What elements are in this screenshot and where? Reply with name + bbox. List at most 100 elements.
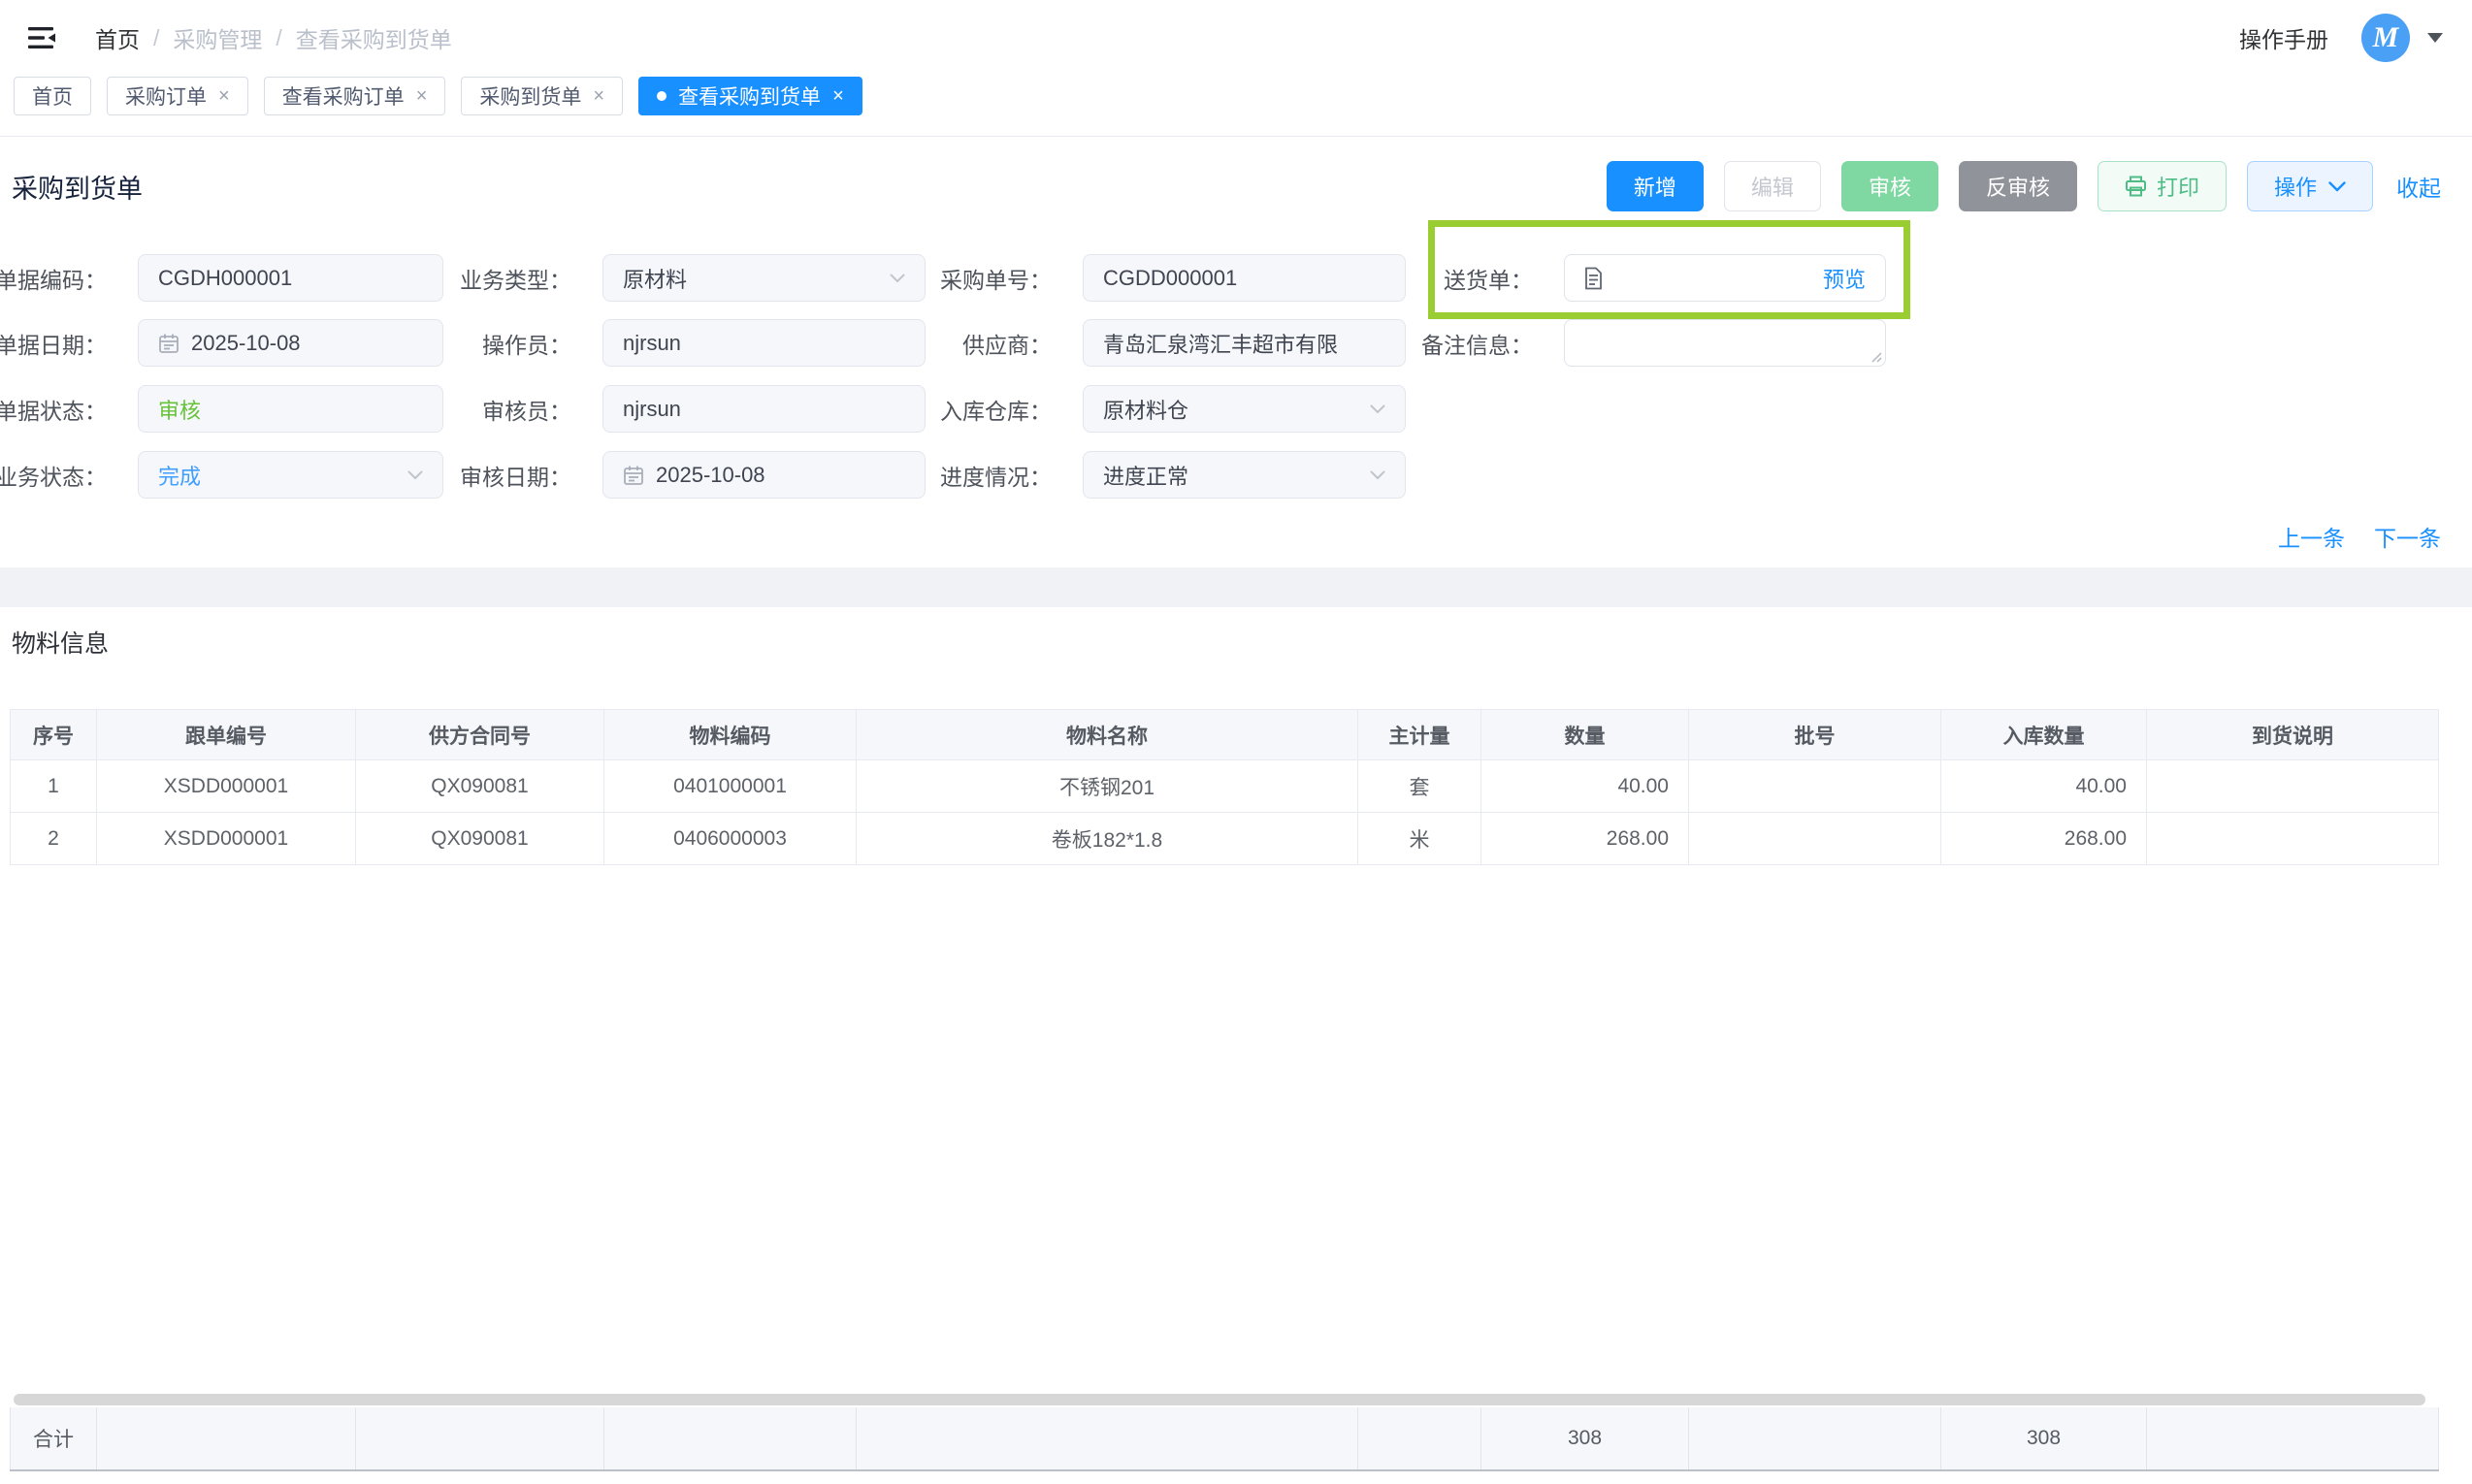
reverse-audit-button[interactable]: 反审核 <box>1958 161 2077 211</box>
add-button[interactable]: 新增 <box>1606 161 1704 211</box>
printer-icon <box>2125 176 2146 197</box>
table-summary-row: 合计 308 308 <box>10 1407 2439 1471</box>
tab-label: 查看采购订单 <box>281 86 405 109</box>
col-header-batch-no: 批号 <box>1689 709 1941 760</box>
col-header-unit: 主计量 <box>1358 709 1481 760</box>
summary-inbound-qty-total: 308 <box>1941 1407 2147 1469</box>
breadcrumb-separator: / <box>153 24 160 50</box>
tab-view-purchase-order[interactable]: 查看采购订单 × <box>263 77 446 115</box>
col-header-arrival-note: 到货说明 <box>2147 709 2439 760</box>
progress-value: 进度正常 <box>1103 464 1189 489</box>
cell-unit: 套 <box>1358 760 1481 813</box>
breadcrumb-home[interactable]: 首页 <box>95 27 140 52</box>
biz-type-select[interactable]: 原材料 <box>602 254 926 302</box>
collapse-menu-icon[interactable] <box>25 23 58 52</box>
cell-batch-no <box>1689 760 1941 813</box>
delivery-note-label: 送货单： <box>1444 267 1533 293</box>
chevron-down-icon <box>407 470 423 479</box>
audit-date-value: 2025-10-08 <box>656 462 765 487</box>
col-header-seq: 序号 <box>10 709 97 760</box>
breadcrumb: 首页 / 采购管理 / 查看采购到货单 <box>95 21 452 54</box>
tab-purchase-arrival[interactable]: 采购到货单 × <box>461 77 624 115</box>
summary-cell <box>604 1407 857 1469</box>
tab-purchase-order[interactable]: 采购订单 × <box>107 77 248 115</box>
topbar-right: 操作手册 M <box>2239 14 2443 62</box>
calendar-icon <box>159 334 179 353</box>
auditor-field[interactable]: njrsun <box>602 385 926 433</box>
warehouse-value: 原材料仓 <box>1103 398 1189 423</box>
po-no-value: CGDD000001 <box>1103 265 1238 290</box>
doc-status-field: 审核 <box>138 385 443 433</box>
cell-inbound-qty: 40.00 <box>1941 760 2147 813</box>
section-divider <box>0 567 2472 607</box>
cell-qty: 268.00 <box>1481 813 1689 865</box>
close-icon[interactable]: × <box>832 85 844 107</box>
audit-button[interactable]: 审核 <box>1840 161 1938 211</box>
summary-qty-total: 308 <box>1481 1407 1689 1469</box>
col-header-qty: 数量 <box>1481 709 1689 760</box>
warehouse-label: 入库仓库： <box>940 398 1052 424</box>
action-dropdown-button[interactable]: 操作 <box>2246 161 2373 211</box>
biz-status-label: 业务状态： <box>0 464 107 490</box>
tab-view-purchase-arrival-active[interactable]: 查看采购到货单 × <box>638 77 862 115</box>
table-row[interactable]: 1 XSDD000001 QX090081 0401000001 不锈钢201 … <box>10 760 2439 813</box>
audit-date-picker[interactable]: 2025-10-08 <box>602 451 926 499</box>
chevron-down-icon <box>1370 404 1385 413</box>
doc-code-field[interactable]: CGDH000001 <box>138 254 443 302</box>
biz-status-select[interactable]: 完成 <box>138 451 443 499</box>
breadcrumb-purchase-mgmt[interactable]: 采购管理 <box>173 27 263 52</box>
remark-textarea[interactable] <box>1564 319 1886 367</box>
cell-unit: 米 <box>1358 813 1481 865</box>
cell-material-name: 不锈钢201 <box>857 760 1358 813</box>
col-header-material-code: 物料编码 <box>604 709 857 760</box>
edit-button: 编辑 <box>1723 161 1821 211</box>
collapse-panel-link[interactable]: 收起 <box>2396 176 2441 201</box>
doc-code-label: 单据编码： <box>0 267 107 293</box>
summary-cell <box>1358 1407 1481 1469</box>
tab-label: 采购订单 <box>125 86 207 109</box>
delivery-note-field[interactable]: 预览 <box>1564 254 1886 302</box>
operator-field[interactable]: njrsun <box>602 319 926 367</box>
cell-material-code: 0401000001 <box>604 760 857 813</box>
user-menu-caret-icon[interactable] <box>2427 33 2443 43</box>
record-pager: 上一条 下一条 <box>2249 520 2441 553</box>
table-row[interactable]: 2 XSDD000001 QX090081 0406000003 卷板182*1… <box>10 813 2439 865</box>
summary-cell <box>1689 1407 1941 1469</box>
progress-label: 进度情况： <box>940 464 1052 490</box>
chevron-down-icon <box>2328 180 2346 191</box>
summary-label: 合计 <box>10 1407 97 1469</box>
summary-cell <box>2147 1407 2439 1469</box>
cell-batch-no <box>1689 813 1941 865</box>
tab-label: 查看采购到货单 <box>678 86 822 109</box>
tab-home[interactable]: 首页 <box>14 77 91 115</box>
preview-link[interactable]: 预览 <box>1822 267 1866 292</box>
print-button[interactable]: 打印 <box>2097 161 2227 211</box>
close-icon[interactable]: × <box>415 85 428 107</box>
po-no-field[interactable]: CGDD000001 <box>1083 254 1406 302</box>
avatar[interactable]: M <box>2361 14 2410 62</box>
cell-tracking-no: XSDD000001 <box>97 760 356 813</box>
biz-type-value: 原材料 <box>623 267 688 292</box>
horizontal-scrollbar <box>10 1393 2439 1406</box>
horizontal-scrollbar-thumb[interactable] <box>14 1394 2425 1405</box>
remark-label: 备注信息： <box>1421 332 1533 358</box>
doc-status-label: 单据状态： <box>0 398 107 424</box>
resize-handle-icon[interactable] <box>1870 351 1882 363</box>
prev-record-link[interactable]: 上一条 <box>2278 526 2345 551</box>
toolbar: 新增 编辑 审核 反审核 打印 操作 收起 <box>1586 161 2441 211</box>
operation-manual-link[interactable]: 操作手册 <box>2239 27 2328 52</box>
page-head: 采购到货单 新增 编辑 审核 反审核 打印 操作 收起 <box>0 138 2472 235</box>
supplier-field[interactable]: 青岛汇泉湾汇丰超市有限 <box>1083 319 1406 367</box>
close-icon[interactable]: × <box>218 85 230 107</box>
progress-select[interactable]: 进度正常 <box>1083 451 1406 499</box>
doc-date-picker[interactable]: 2025-10-08 <box>138 319 443 367</box>
col-header-material-name: 物料名称 <box>857 709 1358 760</box>
col-header-tracking-no: 跟单编号 <box>97 709 356 760</box>
close-icon[interactable]: × <box>593 85 605 107</box>
next-record-link[interactable]: 下一条 <box>2374 526 2441 551</box>
chevron-down-icon <box>890 274 905 282</box>
action-label: 操作 <box>2273 176 2317 200</box>
warehouse-select[interactable]: 原材料仓 <box>1083 385 1406 433</box>
col-header-supplier-contract: 供方合同号 <box>356 709 604 760</box>
